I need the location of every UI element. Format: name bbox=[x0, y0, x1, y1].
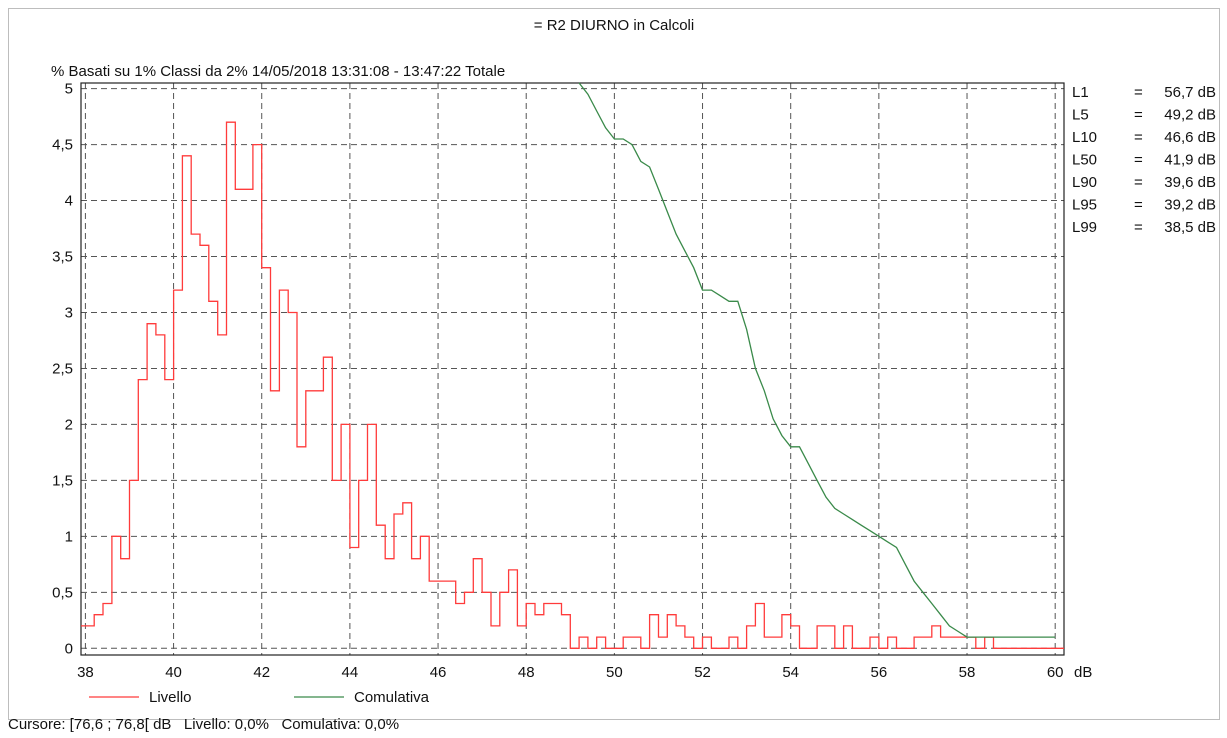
cursor-status: Cursore: [76,6 ; 76,8[ dB Livello: 0,0% … bbox=[8, 716, 400, 733]
percentile-label: L90 bbox=[1072, 174, 1097, 191]
percentile-label: L99 bbox=[1072, 219, 1097, 236]
legend-label-livello: Livello bbox=[149, 689, 192, 706]
percentile-label: L95 bbox=[1072, 197, 1097, 214]
y-tick-label: 3 bbox=[65, 304, 73, 321]
percentile-label: L50 bbox=[1072, 152, 1097, 169]
x-tick-label: 46 bbox=[430, 664, 447, 681]
percentile-value: 38,5 dB bbox=[1164, 219, 1216, 236]
y-tick-label: 4 bbox=[65, 193, 73, 210]
percentile-equals: = bbox=[1134, 152, 1143, 169]
y-tick-label: 3,5 bbox=[52, 249, 73, 266]
x-tick-label: 54 bbox=[782, 664, 799, 681]
y-tick-label: 2,5 bbox=[52, 360, 73, 377]
percentile-equals: = bbox=[1134, 197, 1143, 214]
chart-title: = R2 DIURNO in Calcoli bbox=[534, 17, 694, 34]
percentile-equals: = bbox=[1134, 107, 1143, 124]
plot-area bbox=[80, 82, 1065, 656]
percentile-equals: = bbox=[1134, 84, 1143, 101]
percentile-value: 39,2 dB bbox=[1164, 197, 1216, 214]
y-tick-label: 1 bbox=[65, 528, 73, 545]
y-tick-label: 0,5 bbox=[52, 584, 73, 601]
legend-label-comulativa: Comulativa bbox=[354, 689, 430, 706]
chart-frame: = R2 DIURNO in Calcoli % Basati su 1% Cla… bbox=[8, 8, 1220, 720]
percentile-equals: = bbox=[1134, 174, 1143, 191]
y-tick-label: 2 bbox=[65, 416, 73, 433]
y-tick-label: 4,5 bbox=[52, 137, 73, 154]
y-tick-label: 0 bbox=[65, 640, 73, 657]
percentile-value: 49,2 dB bbox=[1164, 107, 1216, 124]
x-tick-label: 48 bbox=[518, 664, 535, 681]
x-tick-label: 56 bbox=[871, 664, 888, 681]
x-tick-label: 38 bbox=[77, 664, 94, 681]
series-line-comulativa bbox=[578, 82, 1056, 638]
percentile-value: 41,9 dB bbox=[1164, 152, 1216, 169]
percentile-label: L10 bbox=[1072, 129, 1097, 146]
percentile-value: 46,6 dB bbox=[1164, 129, 1216, 146]
x-tick-label: 60 bbox=[1047, 664, 1064, 681]
percentile-equals: = bbox=[1134, 219, 1143, 236]
x-axis-unit: dB bbox=[1074, 664, 1092, 681]
x-tick-label: 52 bbox=[694, 664, 711, 681]
y-tick-label: 5 bbox=[65, 81, 73, 98]
x-tick-label: 44 bbox=[342, 664, 359, 681]
x-tick-label: 40 bbox=[165, 664, 182, 681]
x-tick-label: 58 bbox=[959, 664, 976, 681]
percentile-value: 39,6 dB bbox=[1164, 174, 1216, 191]
percentile-label: L1 bbox=[1072, 84, 1089, 101]
x-tick-label: 42 bbox=[253, 664, 270, 681]
percentile-value: 56,7 dB bbox=[1164, 84, 1216, 101]
percentile-label: L5 bbox=[1072, 107, 1089, 124]
series-line-livello bbox=[81, 121, 1064, 649]
chart-subtitle: % Basati su 1% Classi da 2% 14/05/2018 1… bbox=[51, 63, 505, 80]
y-tick-label: 1,5 bbox=[52, 472, 73, 489]
statistical-distribution-chart[interactable]: = R2 DIURNO in Calcoli % Basati su 1% Cla… bbox=[9, 9, 1219, 719]
x-tick-label: 50 bbox=[606, 664, 623, 681]
percentile-equals: = bbox=[1134, 129, 1143, 146]
